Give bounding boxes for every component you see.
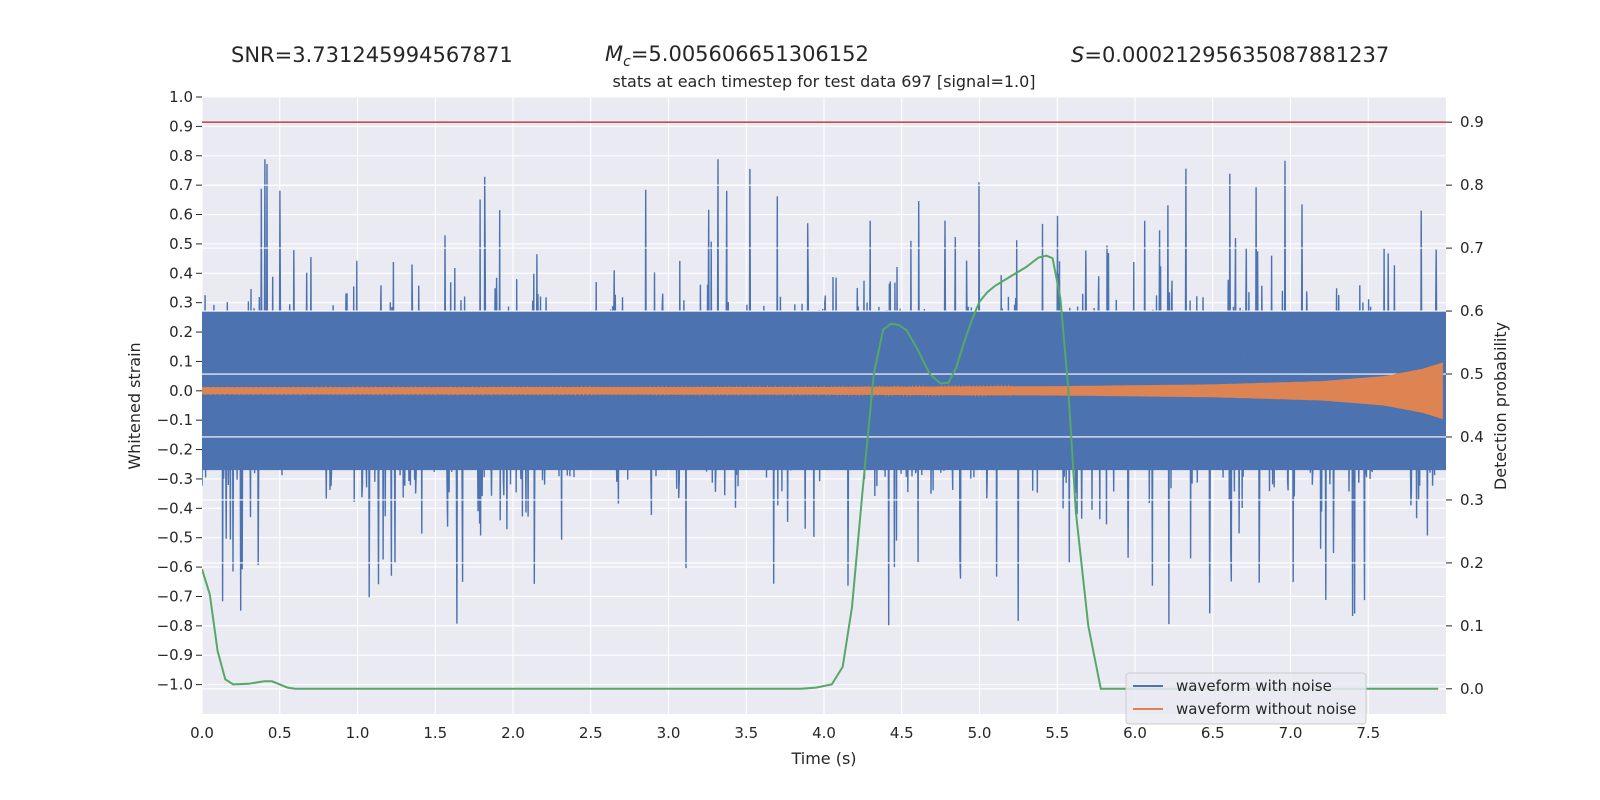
x-tick-label: 6.0 [1123, 724, 1147, 742]
clean-waveform-line [202, 384, 1012, 397]
x-tick-label: 7.5 [1356, 724, 1380, 742]
x-tick-label: 3.0 [657, 724, 681, 742]
y-tick-label: 0.8 [169, 147, 193, 165]
right-tick-label: 0.0 [1460, 680, 1484, 698]
legend-label-clean: waveform without noise [1176, 700, 1356, 718]
right-tick-label: 0.1 [1460, 617, 1484, 635]
y-tick-label: 0.0 [169, 382, 193, 400]
x-tick-label: 0.0 [190, 724, 214, 742]
x-tick-label: 7.0 [1279, 724, 1303, 742]
y-tick-label: 0.5 [169, 235, 193, 253]
right-tick-label: 0.8 [1460, 176, 1484, 194]
y-tick-label: −0.8 [157, 617, 193, 635]
x-tick-label: 1.0 [346, 724, 370, 742]
detection-probability-line [202, 254, 1439, 690]
y-tick-label: −0.6 [157, 558, 193, 576]
legend: waveform with noise waveform without noi… [1125, 672, 1367, 725]
right-tick-label: 0.6 [1460, 302, 1484, 320]
right-tick-label: 0.3 [1460, 491, 1484, 509]
x-tick-label: 5.0 [968, 724, 992, 742]
y-tick-label: 0.3 [169, 294, 193, 312]
x-axis-label: Time (s) [790, 749, 856, 768]
y-tick-label: −0.9 [157, 646, 193, 664]
y-tick-label: 0.4 [169, 264, 193, 282]
x-tick-label: 3.5 [734, 724, 758, 742]
right-tick-label: 0.4 [1460, 428, 1484, 446]
y-tick-label: −1.0 [157, 676, 193, 694]
y-tick-label: −0.7 [157, 587, 193, 605]
right-tick-label: 0.9 [1460, 113, 1484, 131]
x-tick-label: 5.5 [1045, 724, 1069, 742]
right-axis-grid-lines [202, 121, 1446, 690]
legend-box [1125, 672, 1367, 725]
y-tick-label: 0.7 [169, 176, 193, 194]
right-axis-ticks: 0.9 0.8 0.7 0.6 0.5 0.4 0.3 0.2 0.1 0.0 [1446, 113, 1484, 698]
x-tick-label: 2.0 [501, 724, 525, 742]
y-tick-label: −0.2 [157, 441, 193, 459]
clean-waveform-envelope [202, 362, 1443, 420]
y-tick-label: 1.0 [169, 88, 193, 106]
right-tick-label: 0.2 [1460, 554, 1484, 572]
right-tick-label: 0.7 [1460, 239, 1484, 257]
chart-title: stats at each timestep for test data 697… [612, 72, 1035, 91]
y-tick-label: 0.6 [169, 206, 193, 224]
y-tick-label: −0.3 [157, 470, 193, 488]
y-tick-label: −0.5 [157, 529, 193, 547]
x-tick-label: 2.5 [579, 724, 603, 742]
right-tick-label: 0.5 [1460, 365, 1484, 383]
x-tick-label: 0.5 [268, 724, 292, 742]
x-tick-label: 1.5 [423, 724, 447, 742]
chirp-mass-label: Mc=5.005606651306152 [605, 42, 869, 70]
y-axis-label: Whitened strain [125, 342, 144, 469]
x-tick-label: 6.5 [1201, 724, 1225, 742]
right-axis-label: Detection probability [1491, 322, 1510, 490]
y-tick-label: 0.1 [169, 352, 193, 370]
x-axis-ticks: 0.0 0.5 1.0 1.5 2.0 2.5 3.0 3.5 4.0 4.5 5.0 5.5 6.0 6… [190, 724, 1380, 742]
y-tick-label: −0.4 [157, 499, 193, 517]
y-axis-ticks: 1.0 0.9 0.8 0.7 0.6 0.5 0.4 0.3 0.2 0.1 0.0 −0.1 −0.… [157, 88, 202, 694]
y-tick-label: 0.9 [169, 117, 193, 135]
s-value-label: S=0.00021295635087881237 [1071, 43, 1389, 67]
legend-label-noise: waveform with noise [1176, 677, 1332, 695]
snr-label: SNR=3.731245994567871 [231, 43, 513, 67]
x-tick-label: 4.5 [890, 724, 914, 742]
y-tick-label: −0.1 [157, 411, 193, 429]
x-tick-label: 4.0 [812, 724, 836, 742]
y-tick-label: 0.2 [169, 323, 193, 341]
